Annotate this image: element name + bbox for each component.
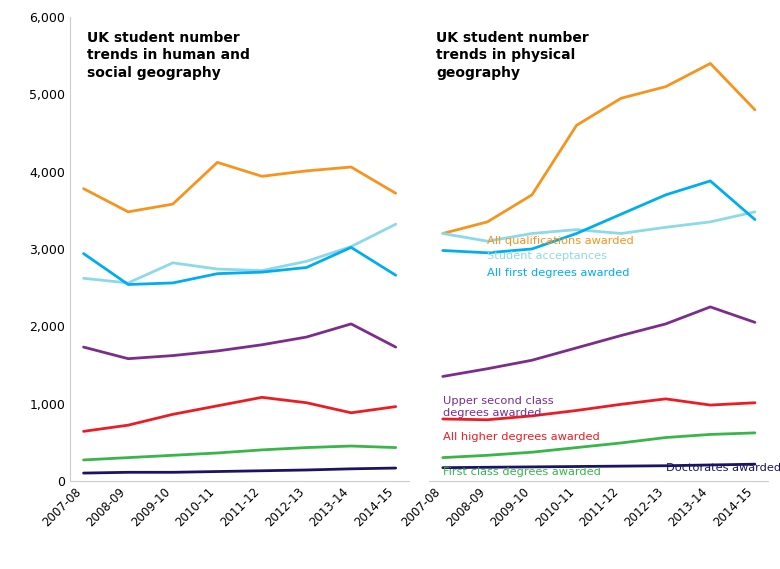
Text: All qualifications awarded: All qualifications awarded <box>488 236 634 246</box>
Text: Doctorates awarded: Doctorates awarded <box>666 463 780 473</box>
Text: First class degrees awarded: First class degrees awarded <box>443 467 601 477</box>
Text: UK student number
trends in human and
social geography: UK student number trends in human and so… <box>87 31 250 80</box>
Text: All first degrees awarded: All first degrees awarded <box>488 268 630 278</box>
Text: All higher degrees awarded: All higher degrees awarded <box>443 432 600 442</box>
Text: UK student number
trends in physical
geography: UK student number trends in physical geo… <box>436 31 589 80</box>
Text: Upper second class
degrees awarded: Upper second class degrees awarded <box>443 396 554 418</box>
Text: Student acceptances: Student acceptances <box>488 251 608 261</box>
